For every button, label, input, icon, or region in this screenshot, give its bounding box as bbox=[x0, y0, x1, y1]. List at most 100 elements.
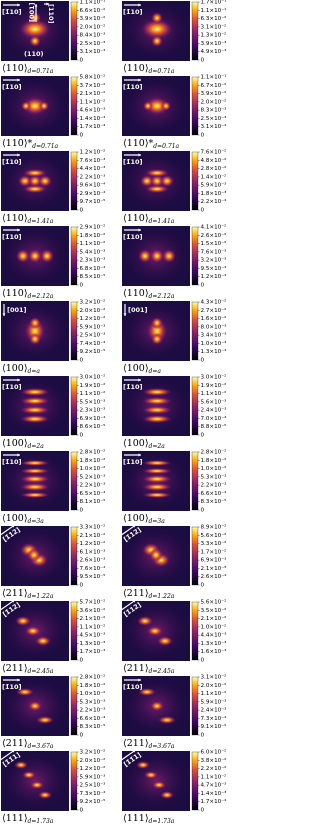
colorbar-tick-label: 0 bbox=[80, 208, 84, 214]
panel-caption: ⟨110⟩*d=0.71a bbox=[123, 138, 180, 150]
colorbar-tick-label: 6.9×10⁻³ bbox=[201, 557, 227, 564]
arrow-head bbox=[132, 599, 136, 603]
intensity-spot bbox=[23, 97, 47, 115]
colorbar-tick-label: 8.5×10⁻⁵ bbox=[80, 273, 106, 280]
colorbar-tick-label: 1.8×10⁻³ bbox=[201, 190, 227, 197]
colorbar-tick-label: 1.5×10⁻² bbox=[201, 240, 227, 247]
panel-caption: ⟨110⟩*d=0.71a bbox=[2, 138, 59, 150]
panel-caption: ⟨211⟩d=3.67a bbox=[2, 738, 54, 750]
colorbar bbox=[70, 526, 78, 586]
colorbar-tick-label: 0 bbox=[201, 283, 205, 289]
caption-direction: ⟨211⟩ bbox=[123, 663, 149, 674]
colorbar-tick-label: 5.2×10⁻³ bbox=[80, 473, 106, 480]
caption-distance: d=0.71a bbox=[32, 143, 58, 150]
colorbar bbox=[70, 751, 78, 811]
arrow-head bbox=[34, 4, 38, 7]
colorbar-tick-label: 1.8×10⁻² bbox=[80, 457, 106, 464]
direction-label: [1̄10] bbox=[2, 233, 22, 241]
caption-direction: ⟨100⟩ bbox=[123, 513, 149, 524]
panel: 3.3×10⁻²2.1×10⁻²1.2×10⁻²6.1×10⁻³ 2.6×10⁻³… bbox=[0, 524, 106, 600]
colorbar-tick-label: 2.2×10⁻³ bbox=[80, 482, 106, 489]
colorbar-tick-label: 2.0×10⁻² bbox=[201, 682, 227, 689]
heatmap bbox=[122, 226, 190, 286]
heatmap bbox=[122, 76, 190, 136]
arrow-head bbox=[46, 2, 49, 6]
heatmap bbox=[122, 451, 190, 511]
intensity-spot bbox=[142, 397, 172, 405]
panel: 5.8×10⁻²3.7×10⁻²2.1×10⁻²1.1×10⁻² 4.6×10⁻³… bbox=[1, 74, 106, 150]
caption-direction: ⟨211⟩ bbox=[2, 738, 28, 749]
colorbar-tick-label: 1.7×10⁻⁴ bbox=[201, 798, 228, 805]
panel-caption: ⟨111⟩d=1.73a bbox=[123, 813, 175, 825]
intensity-spot bbox=[35, 636, 51, 646]
panel: 5.7×10⁻²3.6×10⁻²2.1×10⁻²1.1×10⁻² 4.5×10⁻³… bbox=[0, 599, 106, 675]
intensity-spot bbox=[136, 761, 150, 769]
colorbar-tick-label: 1.1×10⁻² bbox=[201, 390, 227, 397]
intensity-spot bbox=[150, 175, 164, 187]
intensity-spot bbox=[27, 548, 41, 562]
colorbar bbox=[191, 751, 199, 811]
direction-label: [1̄10] bbox=[2, 158, 22, 166]
heatmap bbox=[122, 1, 190, 61]
caption-direction: ⟨110⟩ bbox=[2, 213, 28, 224]
panel-caption: ⟨211⟩d=2.45a bbox=[2, 663, 54, 675]
colorbar bbox=[191, 601, 199, 661]
heatmap bbox=[122, 601, 190, 661]
arrow-head bbox=[132, 749, 136, 753]
colorbar-tick-label: 6.0×10⁻² bbox=[201, 749, 227, 756]
panel: 1.1×10⁻¹6.7×10⁻²3.9×10⁻²2.0×10⁻² 8.3×10⁻³… bbox=[122, 74, 227, 150]
panel-caption: ⟨100⟩d=a bbox=[123, 363, 161, 375]
caption-distance: d=3.67a bbox=[149, 743, 175, 750]
panel-caption: ⟨211⟩d=1.22a bbox=[123, 588, 175, 600]
intensity-spot bbox=[142, 475, 172, 483]
caption-direction: ⟨211⟩ bbox=[2, 663, 28, 674]
caption-distance: d=3a bbox=[149, 518, 166, 525]
colorbar-tick-label: 0 bbox=[201, 133, 205, 139]
heatmap bbox=[1, 1, 69, 61]
arrow-head bbox=[17, 78, 20, 82]
caption-direction: ⟨211⟩ bbox=[123, 588, 149, 599]
intensity-spot bbox=[28, 249, 42, 263]
direction-label: [001] bbox=[28, 2, 36, 22]
intensity-spot bbox=[145, 169, 169, 177]
caption-distance: d=1.41a bbox=[149, 218, 175, 225]
caption-distance: d=a bbox=[149, 368, 162, 375]
intensity-spot bbox=[20, 475, 50, 483]
direction-label: [1̄10] bbox=[2, 683, 22, 691]
panel-caption: ⟨110⟩d=0.71a bbox=[2, 63, 54, 75]
arrow-head bbox=[17, 3, 20, 7]
colorbar-tick-label: 2.6×10⁻³ bbox=[80, 557, 106, 564]
colorbar-tick-label: 1.2×10⁻² bbox=[80, 315, 106, 322]
caption-distance: d=2a bbox=[28, 443, 45, 450]
axis-arrow bbox=[0, 599, 16, 611]
colorbar-tick-label: 2.0×10⁻² bbox=[201, 98, 227, 105]
colorbar-tick-label: 1.1×10⁻² bbox=[80, 240, 106, 247]
colorbar-tick-label: 3.4×10⁻³ bbox=[201, 332, 227, 339]
colorbar-tick-label: 5.6×10⁻³ bbox=[201, 398, 227, 405]
colorbar-tick-label: 1.8×10⁻² bbox=[201, 457, 227, 464]
colorbar-tick-label: 0 bbox=[201, 208, 205, 214]
plane-label: (110) bbox=[24, 50, 44, 58]
caption-direction: ⟨100⟩ bbox=[123, 363, 149, 374]
heatmap bbox=[1, 451, 69, 511]
colorbar-tick-label: 9.2×10⁻⁵ bbox=[80, 348, 106, 355]
colorbar-tick-label: 1.1×10⁻² bbox=[201, 690, 227, 697]
arrow-head bbox=[11, 599, 15, 603]
colorbar-tick-label: 3.9×10⁻² bbox=[80, 15, 106, 22]
panel: 1.7×10⁻¹1.1×10⁻¹6.3×10⁻²3.1×10⁻² 1.3×10⁻²… bbox=[122, 0, 227, 75]
intensity-spot bbox=[150, 249, 164, 263]
intensity-spot bbox=[20, 460, 50, 466]
intensity-spot bbox=[20, 468, 50, 474]
colorbar-tick-label: 2.8×10⁻² bbox=[201, 165, 227, 172]
intensity-spot bbox=[20, 483, 50, 491]
heatmap bbox=[122, 151, 190, 211]
caption-direction: ⟨110⟩ bbox=[123, 288, 149, 299]
intensity-spot bbox=[28, 701, 42, 711]
colorbar bbox=[70, 76, 78, 136]
colorbar-tick-label: 4.6×10⁻³ bbox=[80, 107, 106, 114]
intensity-spot bbox=[15, 616, 31, 626]
intensity-spot bbox=[14, 761, 28, 769]
colorbar-tick-label: 9.5×10⁻⁵ bbox=[80, 573, 106, 580]
direction-label: [1̄10] bbox=[2, 458, 22, 466]
colorbar-tick-label: 8.3×10⁻³ bbox=[201, 107, 227, 114]
